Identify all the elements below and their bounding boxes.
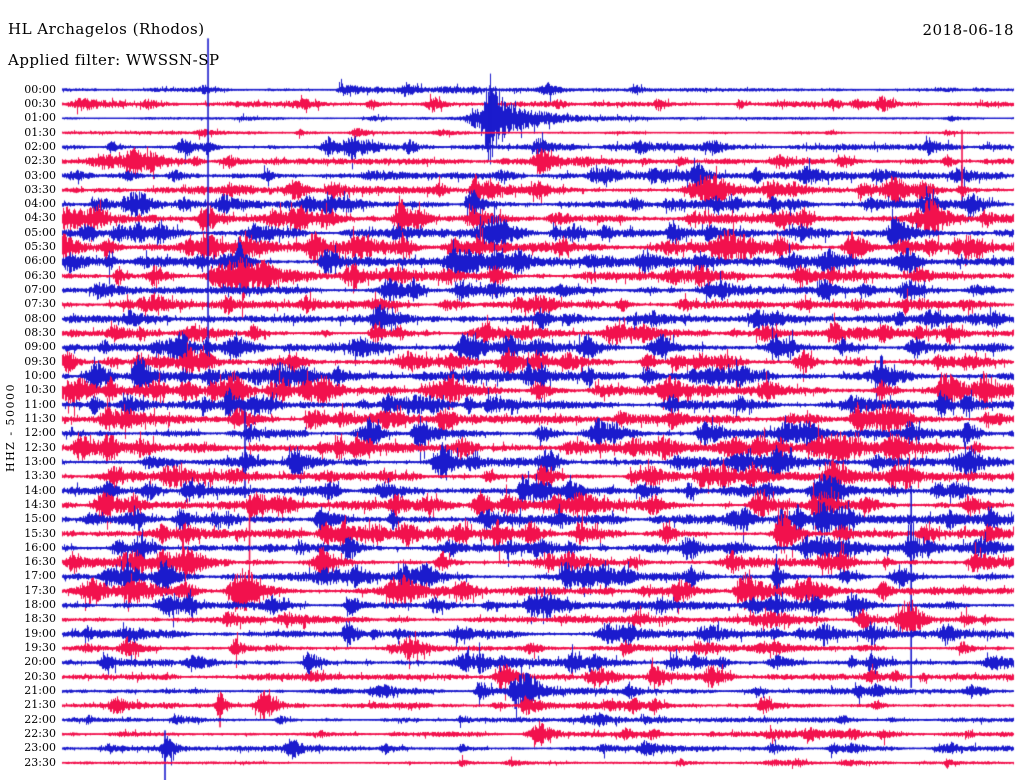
time-label: 19:30 <box>24 641 56 655</box>
time-label: 11:30 <box>24 411 56 425</box>
time-label: 08:30 <box>24 326 56 340</box>
time-label: 14:00 <box>24 483 56 497</box>
time-label: 23:00 <box>24 741 56 755</box>
time-label: 09:00 <box>24 340 56 354</box>
time-label: 05:00 <box>24 225 56 239</box>
date-label: 2018-06-18 <box>922 21 1014 39</box>
time-label: 05:30 <box>24 240 56 254</box>
time-label: 04:30 <box>24 211 56 225</box>
time-label: 01:00 <box>24 111 56 125</box>
time-label: 20:00 <box>24 655 56 669</box>
time-label: 22:00 <box>24 712 56 726</box>
time-label: 12:30 <box>24 440 56 454</box>
time-label: 23:30 <box>24 755 56 769</box>
time-label: 20:30 <box>24 669 56 683</box>
time-label: 00:00 <box>24 82 56 96</box>
time-label: 03:00 <box>24 168 56 182</box>
time-label: 06:00 <box>24 254 56 268</box>
time-label: 01:30 <box>24 125 56 139</box>
time-label: 19:00 <box>24 626 56 640</box>
time-label: 11:00 <box>24 397 56 411</box>
time-label: 13:00 <box>24 454 56 468</box>
time-label: 18:30 <box>24 612 56 626</box>
time-label: 02:30 <box>24 154 56 168</box>
time-label: 16:30 <box>24 555 56 569</box>
time-label: 10:00 <box>24 369 56 382</box>
time-label: 17:30 <box>24 583 56 597</box>
time-label: 02:00 <box>24 139 56 153</box>
time-label: 13:30 <box>24 469 56 483</box>
time-label: 18:00 <box>24 598 56 612</box>
time-label: 16:00 <box>24 540 56 554</box>
time-label: 17:00 <box>24 569 56 583</box>
time-label: 03:30 <box>24 182 56 196</box>
time-label: 07:30 <box>24 297 56 311</box>
time-label: 07:00 <box>24 283 56 297</box>
time-label: 09:30 <box>24 354 56 368</box>
time-label: 14:30 <box>24 497 56 511</box>
time-label: 21:00 <box>24 684 56 698</box>
time-label: 22:30 <box>24 727 56 740</box>
time-label: 12:00 <box>24 426 56 440</box>
time-label: 06:30 <box>24 268 56 282</box>
time-label: 15:30 <box>24 526 56 540</box>
applied-filter-label: Applied filter: WWSSN-SP <box>8 51 220 69</box>
station-title: HL Archagelos (Rhodos) <box>8 20 205 38</box>
time-label: 04:00 <box>24 197 56 211</box>
time-label: 21:30 <box>24 698 56 712</box>
time-label: 10:30 <box>24 383 56 397</box>
time-label: 08:00 <box>24 311 56 325</box>
time-label: 00:30 <box>24 96 56 110</box>
time-label: 15:00 <box>24 512 56 526</box>
